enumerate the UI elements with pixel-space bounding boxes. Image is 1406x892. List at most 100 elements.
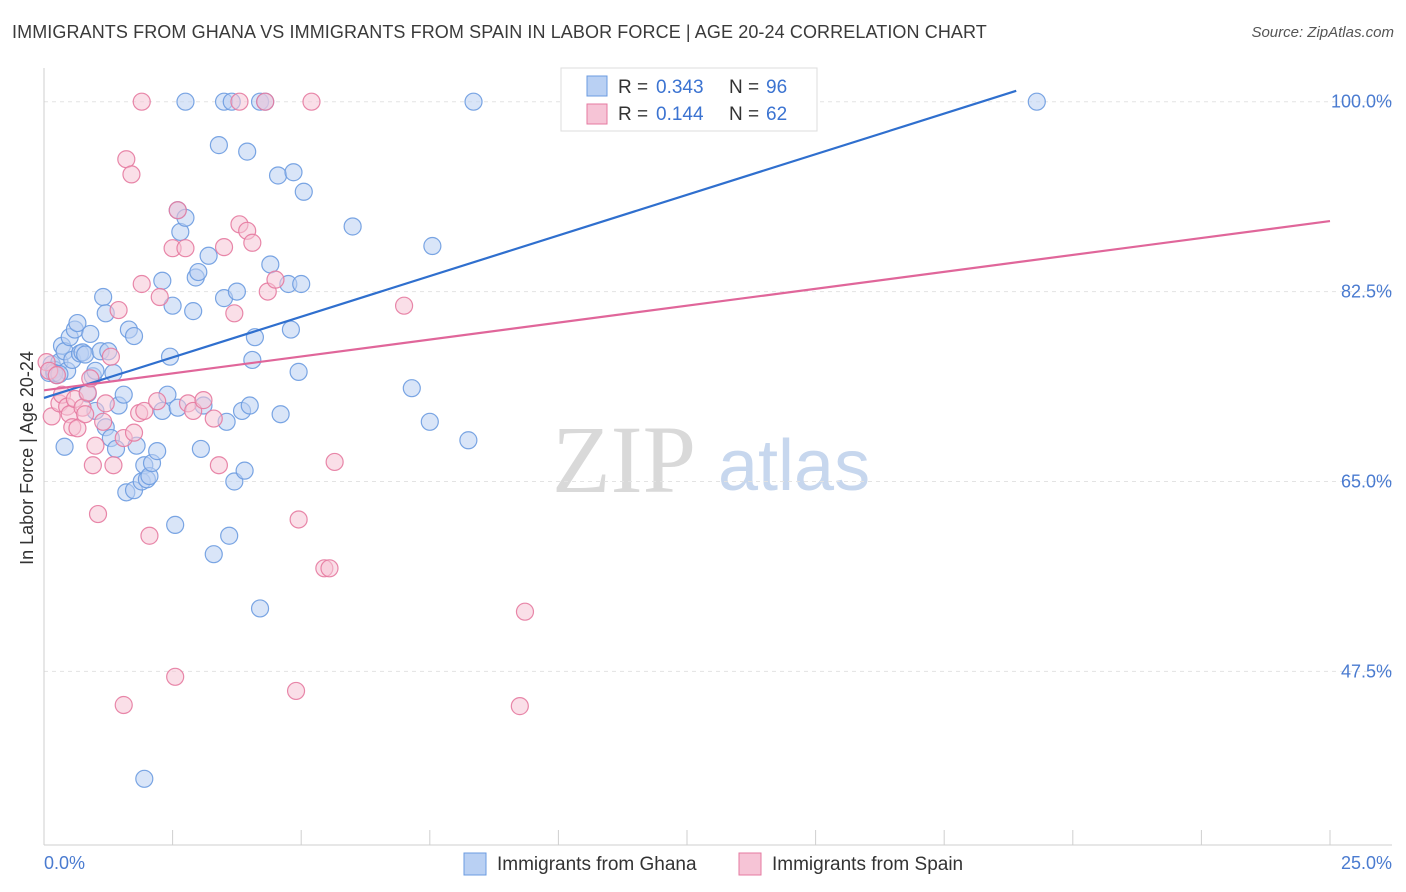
- spain-point: [166, 667, 185, 686]
- ghana-point: [240, 396, 259, 415]
- spain-point: [132, 92, 151, 111]
- ghana-point: [268, 166, 288, 185]
- ghana-point: [55, 437, 74, 456]
- ghana-point: [271, 405, 290, 424]
- spain-point: [47, 366, 66, 385]
- x-tick-label-max: 25.0%: [1341, 853, 1392, 873]
- ghana-point: [420, 412, 439, 431]
- legend-ghana-r-value: 0.343: [656, 77, 704, 98]
- ghana-point: [114, 385, 133, 404]
- trend-lines: [43, 89, 1331, 399]
- spain-point: [325, 452, 344, 472]
- ghana-point: [238, 142, 257, 161]
- spain-point: [515, 602, 535, 621]
- spain-point: [394, 296, 414, 315]
- y-tick-label: 47.5%: [1341, 661, 1392, 681]
- legend-spain-r-label: R =: [618, 104, 648, 125]
- bottom-legend-swatch-ghana: [463, 852, 487, 876]
- gridlines: [44, 101, 1392, 672]
- ghana-point: [68, 313, 87, 333]
- spain-point: [214, 238, 234, 257]
- trend-line-ghana: [43, 89, 1017, 399]
- ghana-point: [235, 461, 254, 480]
- legend-swatch-ghana: [586, 75, 608, 97]
- ghana-point: [209, 136, 228, 155]
- spain-point: [96, 394, 115, 413]
- legend-ghana-r-label: R =: [618, 77, 648, 98]
- legend-swatch-spain: [586, 103, 608, 125]
- ghana-point: [284, 163, 303, 182]
- spain-point: [109, 300, 128, 320]
- spain-point: [230, 92, 249, 111]
- spain-point: [83, 456, 102, 475]
- ghana-point: [76, 345, 95, 364]
- y-tick-label: 82.5%: [1341, 282, 1392, 302]
- trend-line-spain: [43, 219, 1331, 392]
- x-tick-label-min: 0.0%: [44, 853, 85, 873]
- bottom-legend-swatch-spain: [738, 852, 762, 876]
- spain-point: [122, 165, 141, 184]
- ghana-point: [292, 274, 311, 294]
- spain-point: [117, 150, 136, 169]
- ghana-point: [199, 246, 218, 265]
- ghana-point: [227, 282, 246, 301]
- watermark-zip: ZIP: [552, 406, 696, 513]
- ghana-point: [153, 271, 172, 290]
- spain-point: [114, 695, 133, 715]
- x-axis-ticks: [43, 830, 1331, 845]
- ghana-point: [163, 296, 182, 315]
- ghana-point: [189, 262, 208, 282]
- ghana-point: [94, 287, 113, 307]
- ghana-point: [250, 599, 270, 618]
- spain-point: [132, 274, 151, 294]
- ghana-point: [281, 320, 301, 339]
- legend-spain-r-value: 0.144: [656, 104, 704, 125]
- ghana-point: [81, 324, 100, 344]
- ghana-point: [176, 92, 195, 111]
- correlation-legend: R = 0.343 N = 96 R = 0.144 N = 62: [560, 67, 818, 132]
- ghana-point: [166, 515, 185, 534]
- legend-spain-n-label: N =: [729, 104, 759, 125]
- ghana-point: [124, 326, 144, 346]
- ghana-point: [243, 350, 262, 370]
- legend-ghana-n-label: N =: [729, 77, 759, 98]
- spain-point: [256, 92, 275, 111]
- spain-point: [204, 409, 223, 428]
- spain-point: [124, 423, 144, 442]
- ghana-point: [191, 439, 210, 459]
- ghana-point: [261, 255, 280, 274]
- spain-point: [86, 436, 105, 455]
- chart-title: IMMIGRANTS FROM GHANA VS IMMIGRANTS FROM…: [12, 22, 987, 42]
- series-legend: Immigrants from Ghana Immigrants from Sp…: [463, 852, 963, 876]
- spain-point: [104, 456, 123, 475]
- bottom-legend-ghana: Immigrants from Ghana: [497, 854, 697, 875]
- ghana-point: [289, 362, 308, 381]
- ghana-point: [294, 182, 313, 201]
- y-tick-label: 65.0%: [1341, 471, 1392, 491]
- y-tick-label: 100.0%: [1331, 92, 1392, 112]
- legend-spain-n-value: 62: [766, 104, 787, 125]
- y-axis-title: In Labor Force | Age 20-24: [17, 351, 37, 565]
- legend-ghana-n-value: 96: [766, 77, 787, 98]
- chart-source: Source: ZipAtlas.com: [1251, 24, 1394, 41]
- ghana-point: [135, 769, 154, 788]
- spain-point: [101, 347, 120, 366]
- watermark-atlas: atlas: [718, 426, 870, 506]
- spain-point: [68, 419, 87, 438]
- spain-point: [140, 526, 159, 545]
- spain-point: [150, 287, 169, 307]
- spain-point: [148, 392, 167, 411]
- spain-point: [168, 201, 187, 220]
- ghana-point: [464, 92, 483, 111]
- y-tick-labels: 47.5% 65.0% 82.5% 100.0%: [1331, 92, 1392, 682]
- ghana-point: [423, 236, 442, 256]
- spain-point: [286, 681, 306, 701]
- spain-point: [76, 405, 95, 424]
- spain-point: [135, 401, 154, 421]
- spain-point: [194, 391, 213, 410]
- spain-point: [88, 504, 108, 524]
- series-ghana-points: [40, 92, 1046, 788]
- spain-point: [176, 239, 195, 258]
- spain-point: [266, 270, 285, 289]
